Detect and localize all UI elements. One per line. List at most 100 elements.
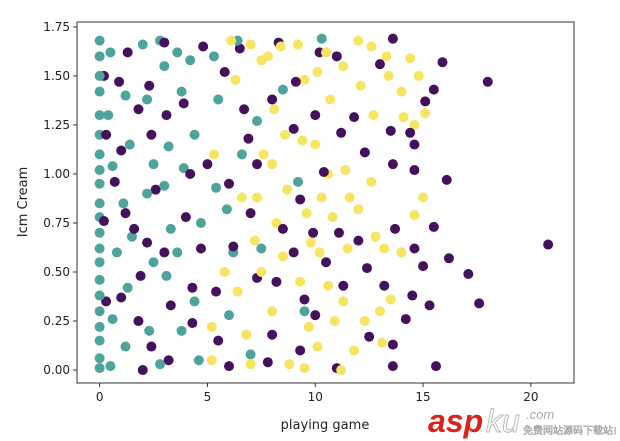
- data-point-series-0: [94, 227, 105, 238]
- data-point-series-1: [295, 345, 306, 356]
- x-tick-label: 5: [204, 390, 212, 404]
- data-point-series-2: [381, 51, 392, 62]
- data-point-series-1: [364, 331, 375, 342]
- data-point-series-2: [398, 112, 409, 123]
- data-point-series-0: [94, 321, 105, 332]
- data-point-series-0: [176, 325, 187, 336]
- data-point-series-0: [94, 86, 105, 97]
- data-point-series-1: [271, 276, 282, 287]
- data-point-series-2: [297, 135, 308, 146]
- data-point-series-2: [336, 365, 347, 376]
- data-point-series-1: [185, 168, 196, 179]
- data-point-series-2: [409, 119, 420, 130]
- data-point-series-0: [159, 61, 170, 72]
- data-point-series-2: [293, 39, 304, 50]
- data-point-series-0: [163, 141, 174, 152]
- data-point-series-2: [342, 243, 353, 254]
- data-point-series-1: [400, 314, 411, 325]
- data-point-series-1: [409, 243, 420, 254]
- data-point-series-0: [161, 270, 172, 281]
- data-point-series-1: [277, 223, 288, 234]
- data-point-series-1: [116, 145, 127, 156]
- y-tick-label: 0.50: [43, 265, 70, 279]
- data-point-series-0: [277, 84, 288, 95]
- data-point-series-0: [221, 204, 232, 215]
- data-point-series-0: [105, 47, 116, 58]
- x-tick-label: 15: [415, 390, 430, 404]
- data-point-series-0: [144, 325, 155, 336]
- data-point-series-0: [94, 178, 105, 189]
- data-point-series-0: [148, 159, 159, 170]
- data-point-series-1: [474, 298, 485, 309]
- data-point-series-2: [310, 139, 321, 150]
- data-point-series-1: [120, 208, 131, 219]
- data-point-series-1: [133, 316, 144, 327]
- data-point-series-1: [331, 51, 342, 62]
- data-point-series-2: [405, 53, 416, 64]
- data-point-series-1: [543, 239, 554, 250]
- svg-text:.com: .com: [526, 407, 554, 422]
- data-point-series-1: [310, 310, 321, 321]
- data-point-series-0: [94, 165, 105, 176]
- data-point-series-2: [359, 316, 370, 327]
- data-point-series-1: [310, 110, 321, 121]
- data-point-series-1: [116, 292, 127, 303]
- data-point-series-2: [327, 212, 338, 223]
- data-point-series-1: [431, 361, 442, 372]
- data-point-series-2: [340, 165, 351, 176]
- data-point-series-1: [295, 194, 306, 205]
- data-point-series-1: [405, 127, 416, 138]
- data-point-series-0: [293, 176, 304, 187]
- data-point-series-0: [105, 361, 116, 372]
- data-point-series-2: [374, 306, 385, 317]
- data-point-series-2: [252, 192, 263, 203]
- data-point-series-2: [245, 359, 256, 370]
- data-point-series-1: [146, 341, 157, 352]
- data-point-series-1: [299, 294, 310, 305]
- data-point-series-0: [94, 335, 105, 346]
- data-point-series-0: [256, 243, 267, 254]
- data-point-series-0: [122, 282, 133, 293]
- data-point-series-1: [187, 317, 198, 328]
- data-point-series-0: [193, 355, 204, 366]
- data-point-series-1: [418, 261, 429, 272]
- data-point-series-1: [129, 223, 140, 234]
- data-point-series-2: [275, 41, 286, 52]
- data-point-series-1: [195, 243, 206, 254]
- data-point-series-2: [249, 235, 260, 246]
- data-point-series-0: [236, 149, 247, 160]
- plot-frame: [76, 21, 575, 384]
- data-point-series-2: [284, 359, 295, 370]
- data-point-series-2: [366, 41, 377, 52]
- data-point-series-0: [107, 314, 118, 325]
- data-point-series-1: [243, 133, 254, 144]
- data-point-series-1: [165, 300, 176, 311]
- data-point-series-0: [94, 149, 105, 160]
- x-tick-label: 10: [308, 390, 323, 404]
- data-point-series-2: [271, 217, 282, 228]
- data-point-series-2: [413, 70, 424, 81]
- data-point-series-0: [120, 341, 131, 352]
- data-point-series-1: [333, 227, 344, 238]
- data-point-series-2: [338, 61, 349, 72]
- y-tick-label: 1.75: [43, 20, 70, 34]
- data-point-series-2: [312, 341, 323, 352]
- data-point-series-1: [144, 80, 155, 91]
- data-point-series-0: [111, 247, 122, 258]
- data-point-series-1: [137, 365, 148, 376]
- data-point-series-1: [133, 104, 144, 115]
- data-point-series-1: [262, 357, 273, 368]
- data-point-series-1: [288, 247, 299, 258]
- data-point-series-1: [290, 76, 301, 87]
- data-point-series-1: [409, 139, 420, 150]
- data-point-series-0: [299, 306, 310, 317]
- data-point-series-1: [114, 76, 125, 87]
- data-point-series-0: [159, 180, 170, 191]
- data-point-series-0: [94, 257, 105, 268]
- points-layer: [94, 33, 554, 376]
- data-point-series-2: [230, 74, 241, 85]
- data-point-series-2: [232, 286, 243, 297]
- data-point-series-2: [370, 231, 381, 242]
- data-point-series-2: [262, 51, 273, 62]
